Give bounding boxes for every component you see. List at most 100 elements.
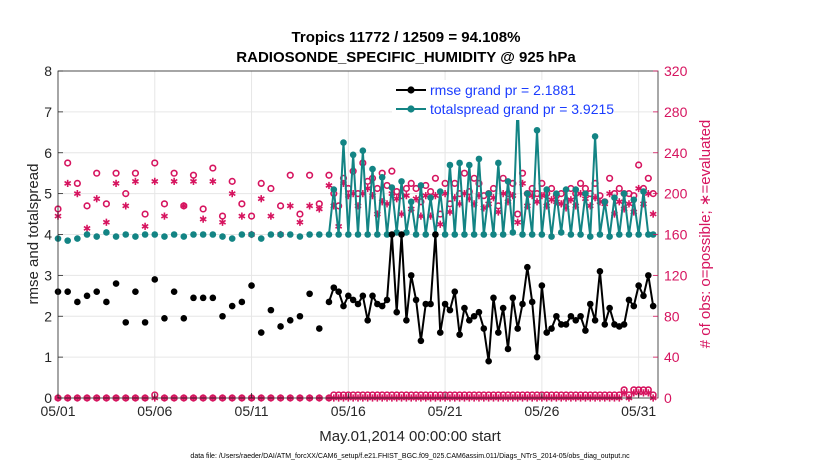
rmse-point — [398, 231, 405, 238]
obs-evaluated-bottom-marker — [644, 389, 652, 397]
y-right-tick-label: 160 — [664, 227, 688, 243]
totalspread-point — [296, 233, 304, 240]
rmse-point — [456, 331, 463, 338]
rmse-point — [461, 304, 468, 312]
totalspread-point — [354, 231, 362, 238]
obs-possible-marker — [247, 212, 256, 220]
totalspread-point — [586, 233, 594, 240]
obs-evaluated-marker — [306, 202, 314, 210]
rmse-point — [446, 306, 454, 314]
totalspread-point — [277, 231, 284, 238]
obs-evaluated-marker — [180, 202, 188, 210]
totalspread-point — [446, 161, 454, 169]
rmse-point — [64, 288, 71, 296]
rmse-point — [572, 317, 580, 324]
totalspread-point — [562, 186, 570, 193]
totalspread-point — [509, 229, 517, 236]
totalspread-point — [480, 231, 488, 238]
totalspread-point — [456, 159, 463, 167]
rmse-point — [538, 282, 546, 289]
obs-evaluated-marker — [228, 190, 236, 198]
totalspread-point — [615, 231, 623, 238]
obs-evaluated-marker — [83, 224, 91, 232]
obs-evaluated-marker — [315, 205, 323, 213]
rmse-point — [504, 345, 512, 353]
totalspread-point — [228, 235, 236, 242]
rmse-point — [248, 282, 255, 289]
obs-evaluated-marker — [446, 208, 454, 216]
rmse-point — [645, 272, 652, 279]
rmse-point — [635, 282, 642, 289]
totalspread-point — [378, 173, 386, 181]
totalspread-point — [470, 231, 478, 238]
totalspread-point — [306, 231, 313, 238]
obs-evaluated-marker — [402, 192, 410, 200]
obs-possible-marker — [417, 198, 425, 206]
totalspread-point — [349, 151, 357, 159]
rmse-point — [296, 312, 304, 320]
obs-possible-marker — [644, 174, 652, 182]
totalspread-point — [248, 231, 255, 238]
rmse-point — [325, 298, 333, 306]
rmse-point — [553, 312, 560, 320]
obs-evaluated-marker — [412, 195, 420, 203]
totalspread-point — [209, 231, 217, 238]
rmse-point — [514, 325, 521, 332]
totalspread-point — [122, 231, 130, 238]
rmse-point — [480, 325, 488, 332]
rmse-point — [330, 284, 338, 291]
totalspread-point — [398, 178, 405, 185]
y-left-tick-label: 2 — [44, 308, 52, 324]
obs-possible-marker — [228, 177, 236, 185]
rmse-point — [340, 302, 347, 310]
y-right-axis-label: # of obs: o=possible; ∗=evaluated — [697, 120, 714, 349]
totalspread-point — [591, 133, 599, 140]
rmse-point — [103, 298, 110, 306]
rmse-point — [74, 298, 81, 306]
rmse-point — [499, 304, 507, 312]
totalspread-line — [327, 102, 654, 238]
obs-evaluated-marker — [102, 218, 110, 226]
totalspread-point — [553, 190, 560, 197]
rmse-point — [388, 231, 396, 238]
totalspread-point — [441, 231, 449, 238]
obs-evaluated-marker — [170, 177, 178, 185]
totalspread-point — [495, 159, 502, 167]
rmse-point — [122, 319, 130, 326]
y-right-tick-label: 40 — [664, 349, 680, 365]
rmse-point — [315, 325, 323, 332]
totalspread-point — [596, 231, 604, 238]
rmse-point — [209, 294, 217, 302]
totalspread-point — [330, 186, 338, 193]
obs-evaluated-marker — [160, 212, 168, 220]
obs-evaluated-marker — [557, 200, 565, 208]
obs-possible-marker — [267, 184, 275, 193]
rmse-point — [470, 312, 478, 320]
obs-possible-marker — [615, 184, 623, 193]
obs-possible-marker — [576, 179, 585, 188]
rmse-point — [601, 321, 609, 328]
y-left-tick-label: 0 — [44, 390, 52, 406]
rmse-point — [359, 292, 367, 300]
obs-possible-marker — [296, 210, 304, 218]
obs-evaluated-marker — [514, 218, 522, 226]
rmse-point — [436, 329, 444, 336]
rmse-point — [378, 302, 386, 310]
totalspread-point — [345, 231, 352, 238]
rmse-point — [625, 296, 633, 304]
data-file-footnote: data file: /Users/raeder/DAI/ATM_forcXX/… — [190, 453, 630, 460]
obs-possible-marker — [514, 210, 522, 218]
rmse-point — [582, 327, 589, 334]
obs-possible-marker — [412, 184, 420, 193]
rmse-point — [170, 288, 178, 296]
rmse-point — [490, 294, 497, 302]
totalspread-point — [190, 231, 197, 238]
rmse-point — [228, 302, 236, 310]
totalspread-point — [606, 233, 613, 240]
rmse-point — [465, 317, 473, 324]
rmse-point — [524, 263, 531, 271]
obs-evaluated-marker — [199, 215, 207, 223]
totalspread-point — [340, 139, 347, 146]
rmse-point — [407, 272, 415, 279]
